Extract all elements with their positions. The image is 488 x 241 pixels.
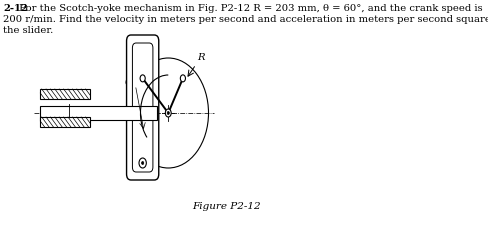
Circle shape (180, 75, 185, 82)
Text: Figure P2-12: Figure P2-12 (192, 202, 261, 211)
Circle shape (167, 112, 169, 114)
Text: 200 r/min. Find the velocity in meters per second and acceleration in meters per: 200 r/min. Find the velocity in meters p… (3, 15, 488, 24)
Circle shape (165, 109, 171, 117)
Polygon shape (40, 117, 90, 127)
FancyBboxPatch shape (132, 43, 153, 172)
FancyBboxPatch shape (126, 35, 159, 180)
Text: the slider.: the slider. (3, 26, 53, 35)
Text: 2-12: 2-12 (3, 4, 28, 13)
Text: $\theta$: $\theta$ (123, 75, 132, 87)
Text: R: R (196, 53, 204, 62)
Circle shape (140, 75, 145, 82)
Text: For the Scotch-yoke mechanism in Fig. P2-12 R = 203 mm, θ = 60°, and the crank s: For the Scotch-yoke mechanism in Fig. P2… (16, 4, 482, 13)
Circle shape (141, 161, 143, 165)
Polygon shape (40, 106, 157, 120)
Polygon shape (40, 89, 90, 99)
Circle shape (139, 158, 146, 168)
